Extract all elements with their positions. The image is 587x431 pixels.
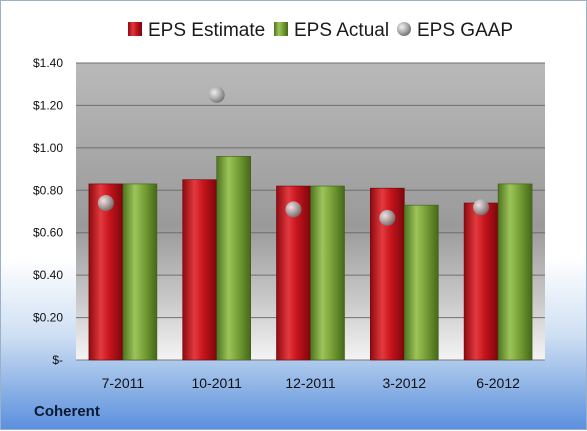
x-tick-label: 12-2011 — [285, 375, 336, 391]
bars — [88, 156, 533, 361]
legend-label: EPS GAAP — [417, 20, 513, 41]
x-axis-ticks: 7-2011 10-2011 12-2011 3-2012 6-2012 — [102, 375, 520, 391]
eps-actual-bar — [310, 185, 345, 361]
gaap-points — [97, 86, 490, 226]
eps-gaap-point — [473, 199, 490, 216]
eps-actual-bar — [122, 183, 158, 361]
legend-label: EPS Estimate — [148, 20, 265, 41]
legend-swatch — [274, 22, 288, 36]
legend-swatch — [397, 22, 411, 36]
y-tick-label: $1.20 — [33, 98, 63, 112]
x-tick-label: 6-2012 — [476, 375, 520, 391]
company-name: Coherent — [34, 403, 100, 420]
eps-actual-bar — [403, 204, 439, 361]
eps-gaap-point — [97, 195, 114, 212]
x-tick-label: 3-2012 — [383, 375, 427, 391]
y-tick-label: $0.20 — [33, 311, 63, 325]
eps-estimate-bar — [182, 179, 217, 361]
eps-gaap-point — [208, 86, 225, 103]
eps-gaap-point — [285, 201, 302, 218]
y-tick-label: $0.60 — [33, 226, 63, 240]
eps-estimate-bar — [463, 202, 499, 361]
y-tick-label: $- — [52, 353, 63, 367]
y-tick-label: $0.80 — [33, 183, 63, 197]
x-tick-label: 7-2011 — [102, 375, 145, 391]
y-tick-label: $1.40 — [33, 56, 63, 70]
x-tick-label: 10-2011 — [192, 375, 243, 391]
legend-swatch — [128, 22, 142, 36]
y-axis-ticks: $- $0.20 $0.40 $0.60 $0.80 $1.00 $1.20 $1.40 — [33, 56, 63, 367]
eps-estimate-bar — [88, 183, 124, 361]
eps-gaap-point — [379, 209, 396, 226]
y-tick-label: $0.40 — [33, 268, 63, 282]
eps-actual-bar — [497, 183, 533, 361]
legend: EPS Estimate EPS Actual EPS GAAP — [128, 20, 513, 41]
legend-label: EPS Actual — [294, 20, 389, 41]
eps-actual-bar — [216, 156, 251, 361]
y-tick-label: $1.00 — [33, 141, 63, 155]
